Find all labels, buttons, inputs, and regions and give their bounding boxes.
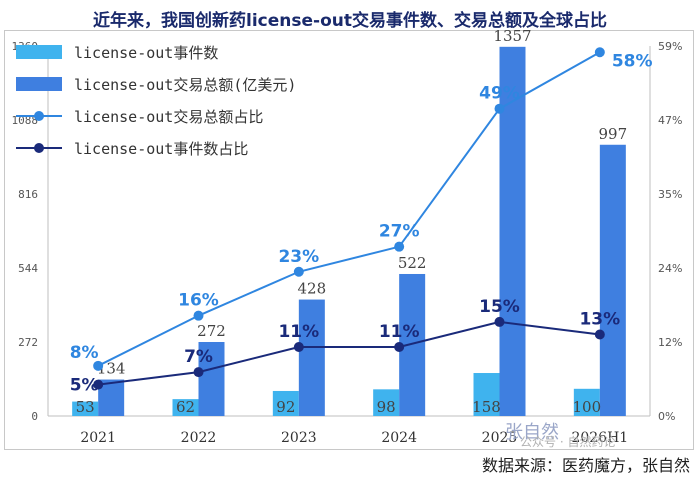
- line-data-label: 5%: [70, 376, 99, 396]
- chart-title: 近年来，我国创新药license-out交易事件数、交易总额及全球占比: [93, 11, 607, 31]
- bar-data-label: 62: [176, 398, 195, 416]
- y-left-tick-label: 816: [18, 188, 38, 201]
- source-note: 数据来源：医药魔方，张自然: [481, 456, 690, 475]
- y-left-tick-label: 0: [31, 410, 38, 423]
- bar: [198, 342, 225, 416]
- chart-frame: [4, 30, 694, 450]
- bar-data-label: 53: [76, 398, 95, 416]
- line-data-label: 13%: [579, 309, 620, 329]
- x-tick-label: 2024: [381, 430, 417, 446]
- bar-data-label: 98: [377, 398, 396, 416]
- y-left-tick-label: 272: [18, 336, 38, 349]
- bar: [172, 399, 199, 416]
- line-data-label: 16%: [178, 291, 219, 311]
- line-data-label: 8%: [70, 343, 99, 363]
- bar-data-label: 997: [599, 125, 628, 143]
- y-right-tick-label: 47%: [658, 114, 682, 127]
- series-point: [293, 266, 304, 277]
- watermark-text: 公众号 · 自然药论: [520, 435, 616, 449]
- line-data-label: 11%: [278, 322, 319, 342]
- legend-marker: [34, 143, 44, 153]
- x-tick-label: 2021: [80, 430, 116, 446]
- bar: [72, 401, 99, 416]
- y-left-tick-label: 1088: [12, 114, 39, 127]
- line-data-label: 58%: [612, 51, 653, 71]
- series-point: [494, 316, 505, 327]
- bar-data-label: 1357: [493, 27, 531, 45]
- bar-data-label: 522: [398, 254, 427, 272]
- series-line: [98, 320, 600, 386]
- bar-data-label: 272: [197, 322, 226, 340]
- y-right-tick-label: 0%: [658, 410, 675, 423]
- x-tick-label: 2022: [181, 430, 217, 446]
- legend-label: license-out事件数: [74, 44, 218, 62]
- series-point: [394, 342, 405, 353]
- bar-data-label: 100: [573, 398, 602, 416]
- y-right-tick-label: 59%: [658, 40, 682, 53]
- y-left-tick-label: 544: [18, 262, 38, 275]
- legend-swatch: [16, 77, 62, 91]
- series-point: [93, 360, 104, 371]
- x-tick-label: 2023: [281, 430, 317, 446]
- x-tick-label: 2025: [482, 430, 518, 446]
- x-tick-label: 2026H1: [571, 430, 628, 446]
- bar: [272, 390, 299, 416]
- line-data-label: 23%: [278, 247, 319, 267]
- series-point: [293, 342, 304, 353]
- series-point: [193, 367, 204, 378]
- legend-label: license-out交易总额占比: [74, 108, 263, 126]
- line-data-label: 11%: [379, 322, 420, 342]
- bar-data-label: 134: [97, 360, 126, 378]
- series-point: [93, 379, 104, 390]
- legend-label: license-out事件数占比: [74, 140, 248, 158]
- series-point: [494, 103, 505, 114]
- line-data-label: 7%: [184, 347, 213, 367]
- watermark-name: 张自然: [505, 422, 559, 443]
- line-data-label: 15%: [479, 297, 520, 317]
- series-point: [193, 310, 204, 321]
- y-right-tick-label: 35%: [658, 188, 682, 201]
- bar-data-label: 428: [298, 280, 327, 298]
- bar: [573, 388, 600, 416]
- legend-label: license-out交易总额(亿美元): [74, 76, 296, 94]
- series-point: [594, 47, 605, 58]
- bar-data-label: 92: [276, 398, 295, 416]
- series-line: [97, 51, 601, 367]
- line-data-label: 27%: [379, 222, 420, 242]
- bar: [473, 373, 500, 416]
- series-point: [594, 329, 605, 340]
- line-data-label: 49%: [479, 84, 520, 104]
- legend-marker: [34, 111, 44, 121]
- legend-swatch: [16, 45, 62, 59]
- bar: [298, 299, 325, 416]
- bar: [373, 389, 400, 416]
- bar-data-label: 158: [472, 398, 501, 416]
- bar: [599, 144, 626, 416]
- y-right-tick-label: 24%: [658, 262, 682, 275]
- y-right-tick-label: 12%: [658, 336, 682, 349]
- series-point: [394, 241, 405, 252]
